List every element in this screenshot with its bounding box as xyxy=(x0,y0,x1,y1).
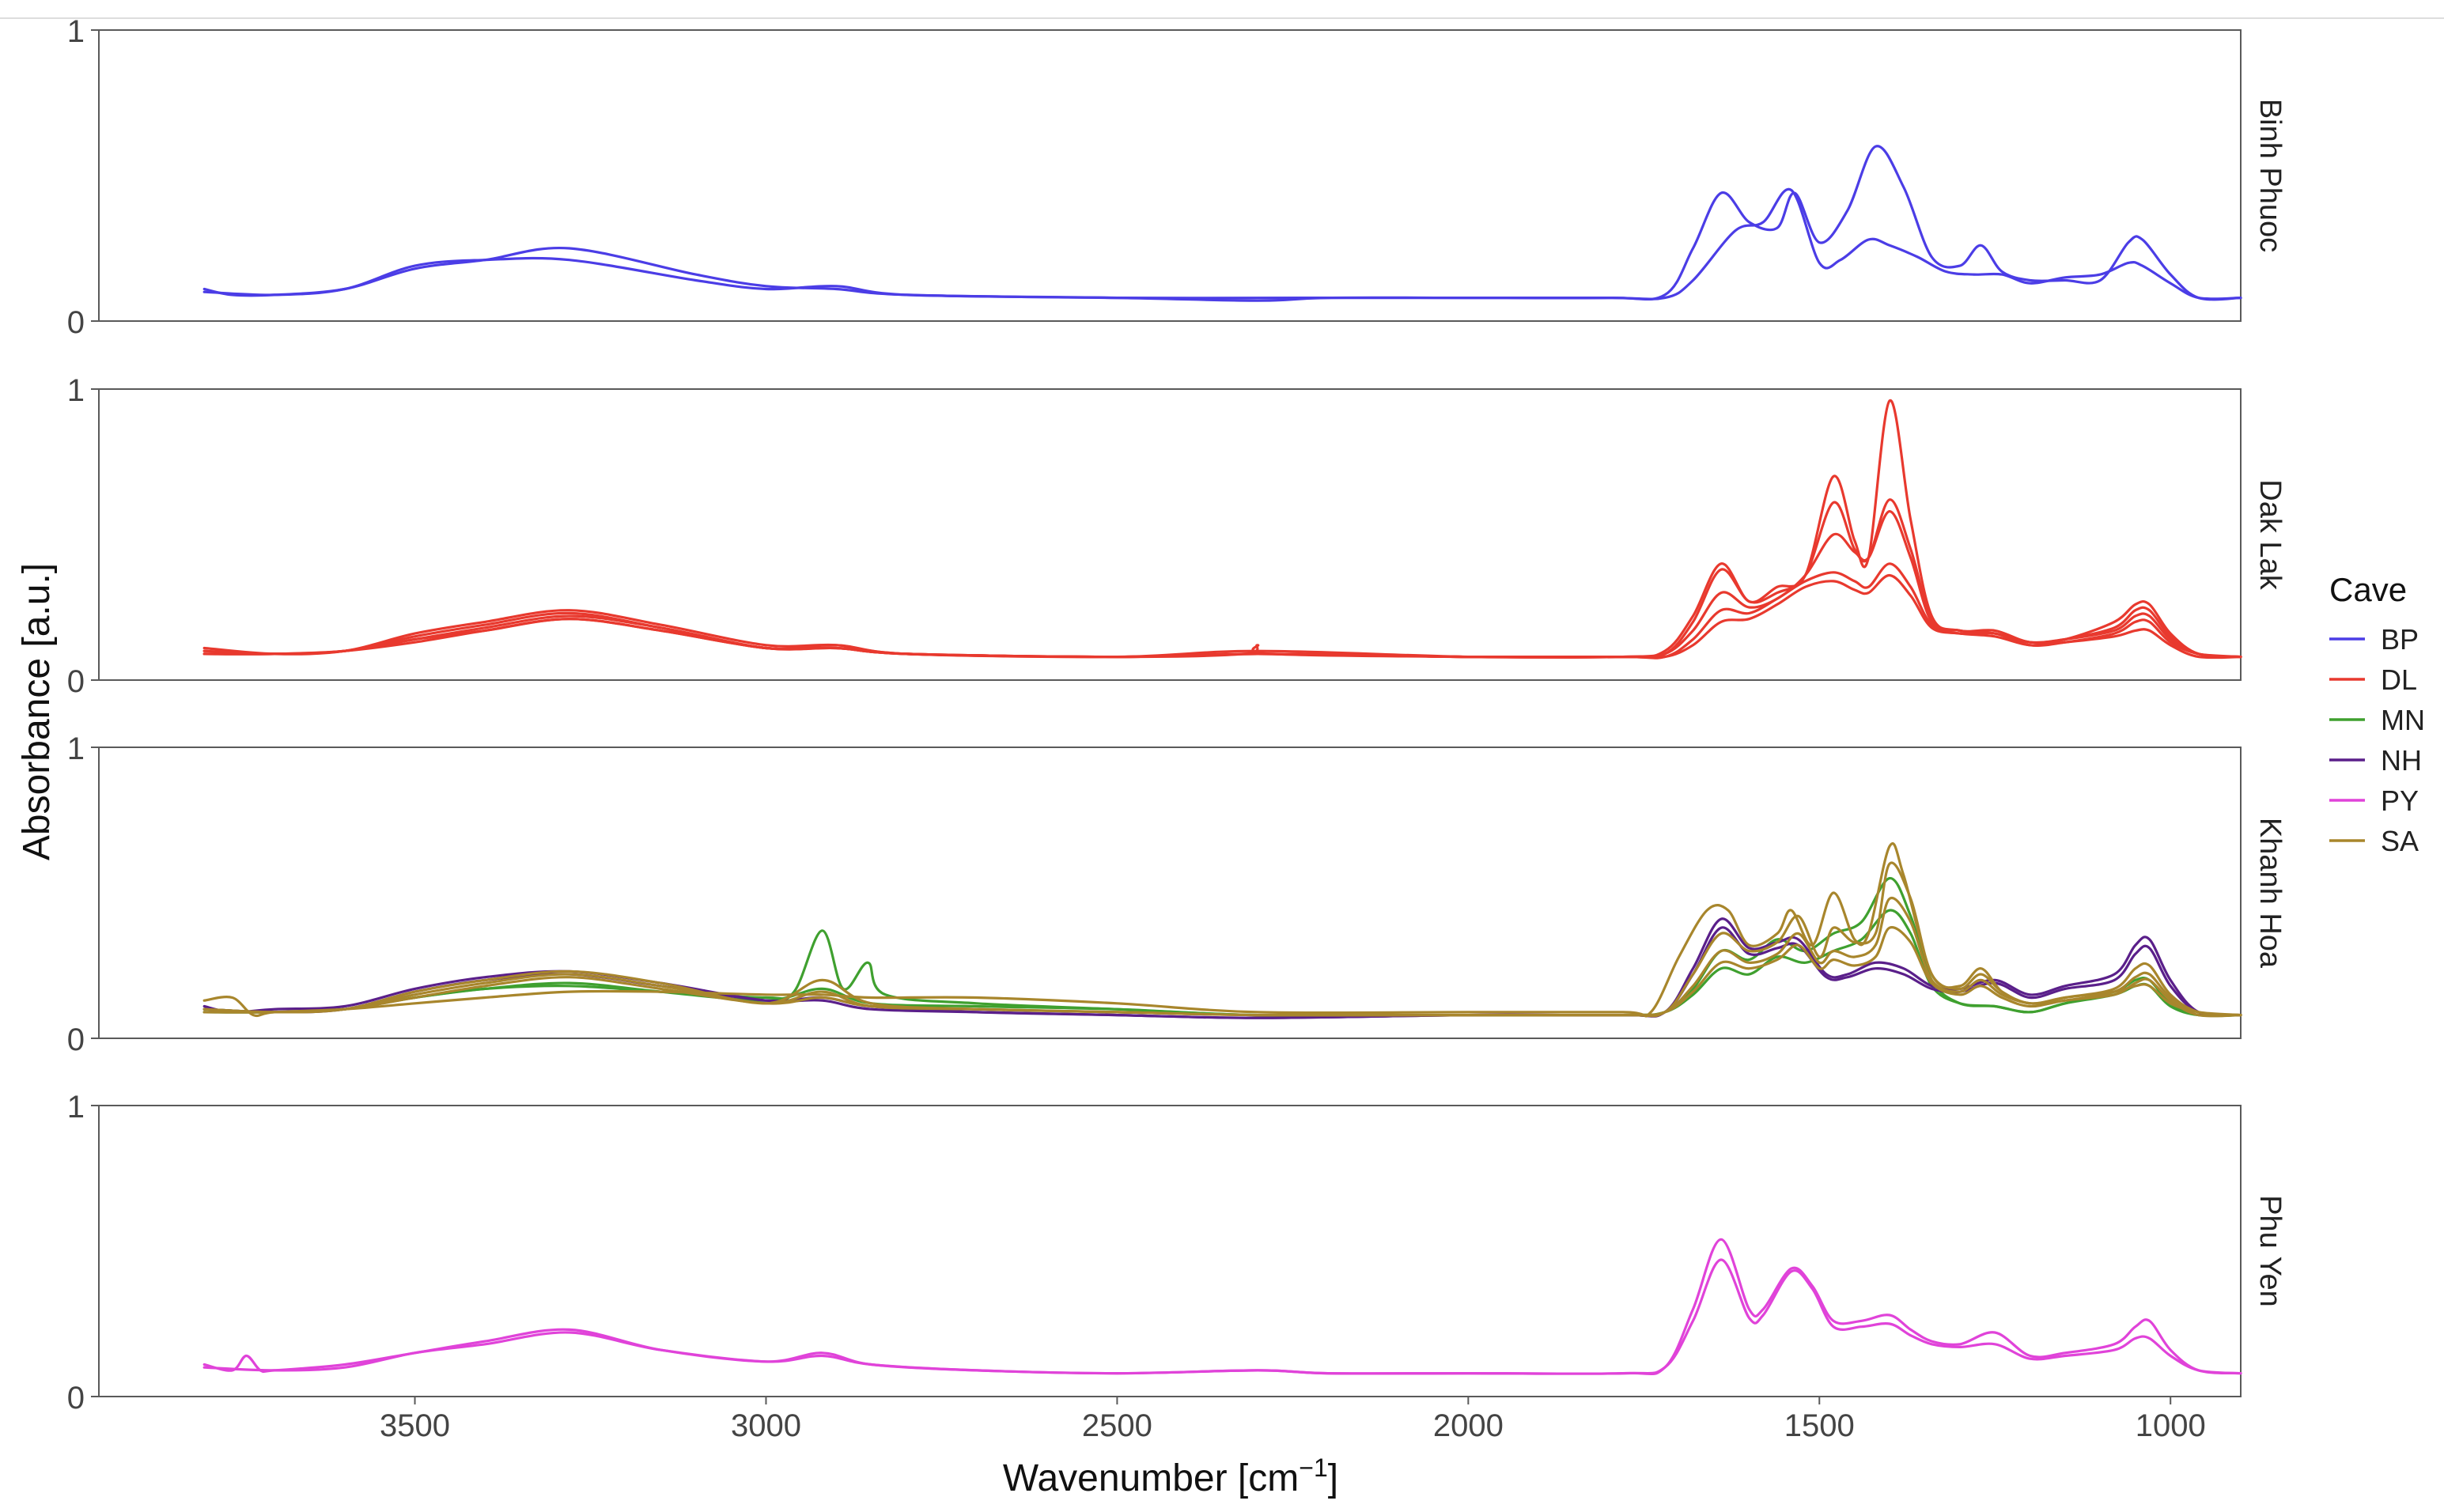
legend-label: MN xyxy=(2381,704,2425,736)
legend-label: PY xyxy=(2381,784,2419,817)
panels-group: 0 1 Binh Phuoc 0 1 Dak Lak 0 1 Khanh Hoa 0 1 Phu Ye… xyxy=(67,14,2287,1416)
y-tick-label: 1 xyxy=(67,731,85,766)
legend-title: Cave xyxy=(2329,571,2407,608)
strip-label: Dak Lak xyxy=(2253,479,2287,590)
y-tick-label: 1 xyxy=(67,14,85,49)
x-tick-label: 1500 xyxy=(1784,1408,1855,1443)
x-tick-label: 2000 xyxy=(1433,1408,1504,1443)
panel-khanh-hoa: 0 1 Khanh Hoa xyxy=(67,731,2287,1057)
spectrum-line xyxy=(202,187,2242,302)
y-tick-label: 0 xyxy=(67,664,85,699)
y-tick-label: 1 xyxy=(67,1090,85,1125)
panel-dak-lak: 0 1 Dak Lak xyxy=(67,373,2287,699)
x-tick-label: 3000 xyxy=(731,1408,801,1443)
y-tick-label: 0 xyxy=(67,1022,85,1057)
y-axis-title: Absorbance [a.u.] xyxy=(16,563,58,860)
x-tick-label: 1000 xyxy=(2136,1408,2206,1443)
spectrum-line xyxy=(202,1258,2242,1375)
legend-label: DL xyxy=(2381,663,2417,696)
y-tick-label: 0 xyxy=(67,305,85,340)
strip-label: Phu Yen xyxy=(2253,1195,2287,1307)
x-tick-label: 2500 xyxy=(1082,1408,1152,1443)
spectrum-line xyxy=(202,926,2242,1018)
y-tick-label: 1 xyxy=(67,373,85,408)
top-divider xyxy=(0,0,2444,19)
legend-label: BP xyxy=(2381,623,2419,656)
spectrum-line xyxy=(202,510,2242,659)
panel-phu-yen: 0 1 Phu Yen xyxy=(67,1090,2287,1416)
legend: Cave BP DL MN NH PY SA xyxy=(2329,571,2425,857)
panel-frame xyxy=(98,29,2242,322)
x-tick-label: 3500 xyxy=(380,1408,450,1443)
x-axis: 3500 3000 2500 2000 1500 1000 xyxy=(380,1397,2206,1443)
panel-binh-phuoc: 0 1 Binh Phuoc xyxy=(67,14,2287,340)
legend-label: SA xyxy=(2381,825,2419,857)
spectrum-line xyxy=(202,897,2242,1017)
y-tick-label: 0 xyxy=(67,1381,85,1416)
x-axis-title: Wavenumber [cm−1] xyxy=(1003,1453,1338,1499)
spectrum-line xyxy=(202,573,2242,660)
legend-label: NH xyxy=(2381,744,2422,777)
spectrum-line xyxy=(202,145,2242,301)
strip-label: Binh Phuoc xyxy=(2253,99,2287,252)
strip-label: Khanh Hoa xyxy=(2253,818,2287,969)
